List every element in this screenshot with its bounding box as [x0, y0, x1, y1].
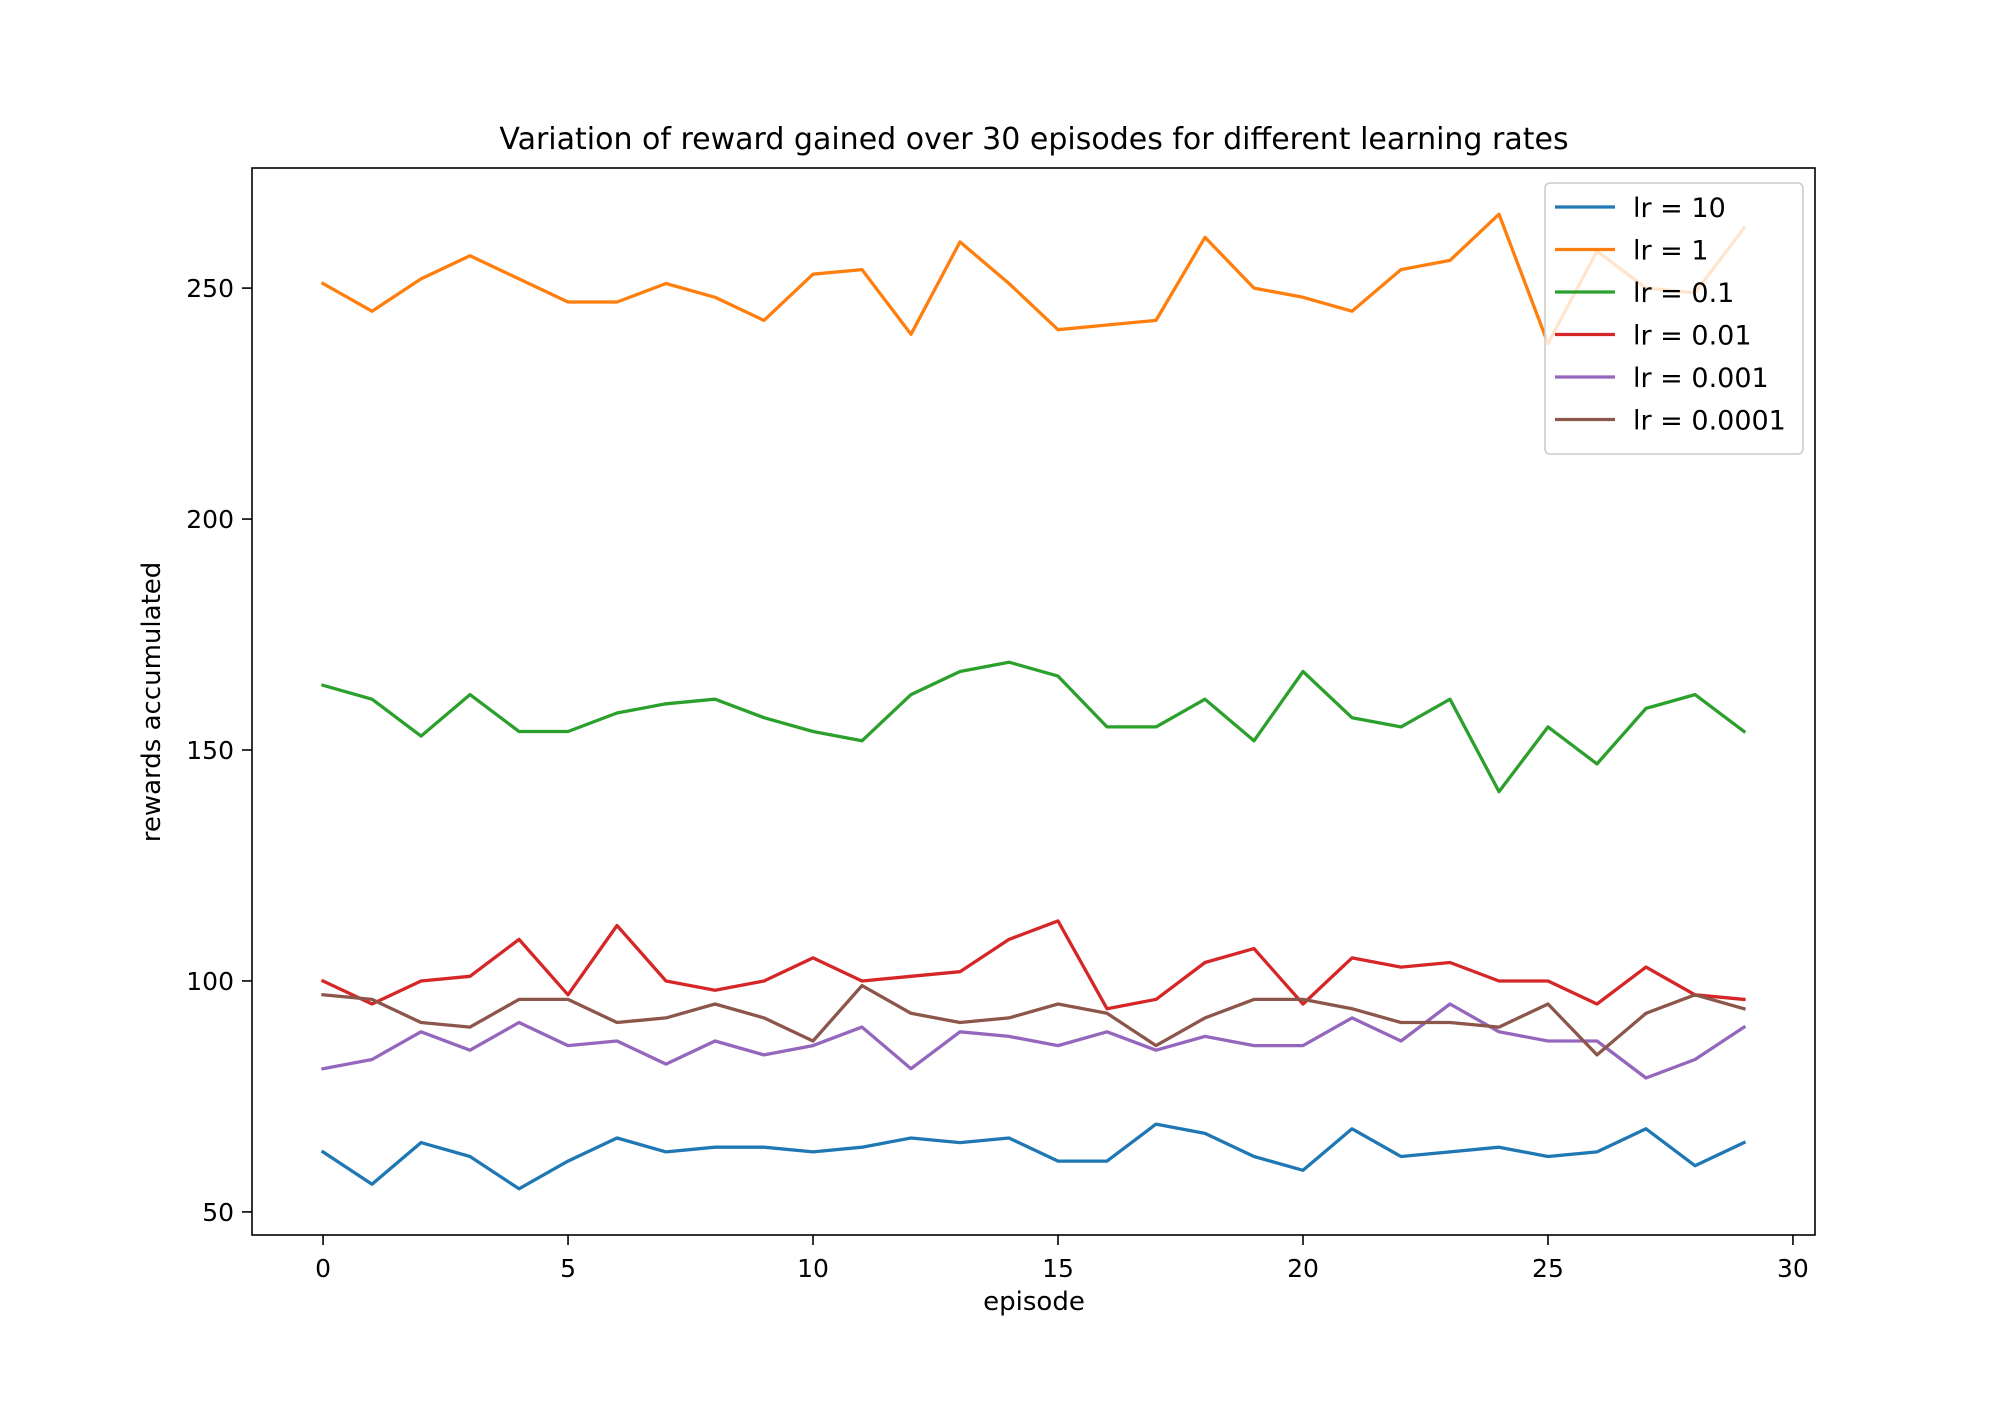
y-tick-label: 250	[186, 274, 234, 303]
y-axis-ticks: 50 100 150 200 250	[186, 274, 252, 1227]
x-tick-label: 15	[1042, 1254, 1074, 1283]
legend-label-0: lr = 10	[1633, 193, 1726, 224]
legend-label-3: lr = 0.01	[1633, 321, 1752, 352]
legend: lr = 10 lr = 1 lr = 0.1 lr = 0.01 lr = 0.001…	[1544, 182, 1804, 455]
series-lines	[320, 212, 1747, 1191]
x-tick-label: 5	[560, 1254, 576, 1283]
x-tick-label: 25	[1532, 1254, 1564, 1283]
legend-label-4: lr = 0.001	[1633, 363, 1769, 394]
y-axis-label: rewards accumulated	[137, 562, 167, 843]
y-tick-label: 100	[186, 967, 234, 996]
y-tick-label: 50	[202, 1198, 234, 1227]
x-tick-label: 30	[1777, 1254, 1809, 1283]
x-axis-label: episode	[983, 1287, 1085, 1317]
legend-label-2: lr = 0.1	[1633, 278, 1734, 309]
plot-frame	[251, 167, 1816, 1236]
series-line-0	[320, 1122, 1747, 1191]
series-line-4	[321, 1002, 1747, 1080]
legend-label-5: lr = 0.0001	[1633, 406, 1786, 437]
legend-label-1: lr = 1	[1633, 236, 1709, 267]
x-tick-label: 0	[315, 1254, 331, 1283]
x-tick-label: 20	[1287, 1254, 1319, 1283]
x-tick-label: 10	[797, 1254, 829, 1283]
chart-title: Variation of reward gained over 30 episo…	[499, 122, 1568, 157]
x-axis-ticks: 0 5 10 15 20 25 30	[315, 1235, 1809, 1283]
series-line-5	[321, 983, 1747, 1057]
series-line-1	[320, 212, 1747, 346]
series-line-2	[320, 660, 1747, 794]
y-tick-label: 200	[186, 505, 234, 534]
series-line-3	[320, 919, 1746, 1011]
y-tick-label: 150	[186, 736, 234, 765]
